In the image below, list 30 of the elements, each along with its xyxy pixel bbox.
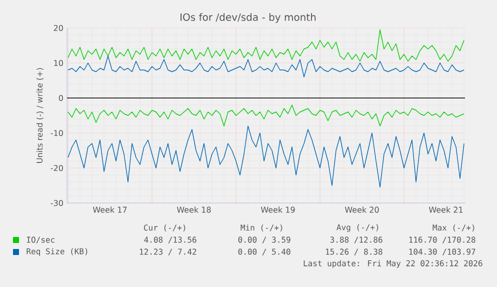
- chart-title: IOs for /dev/sda - by month: [180, 13, 316, 23]
- x-tick-label: Week 18: [176, 206, 211, 213]
- x-tick-label: Week 17: [92, 206, 127, 213]
- text: Max (-/+): [432, 224, 474, 232]
- text: 3.88 /12.86: [330, 236, 382, 244]
- text: 15.26 / 8.38: [326, 248, 382, 256]
- x-tick-label: Week 19: [260, 206, 295, 213]
- text: 0.00 / 5.40: [238, 248, 290, 256]
- text: 0.00 / 3.59: [238, 236, 290, 244]
- y-axis-title: Units read (-) / write (+): [36, 68, 44, 163]
- y-tick-label: 0: [58, 94, 63, 102]
- text: 104.30 /103.97: [409, 248, 476, 256]
- x-tick-label: Week 20: [344, 206, 379, 213]
- text: 4.08 /13.56: [144, 236, 196, 244]
- text: Min (-/+): [240, 224, 282, 232]
- y-tick-label: -20: [50, 164, 63, 172]
- y-tick-label: -10: [50, 130, 63, 136]
- line-series: [68, 56, 464, 78]
- legend-label: IO/sec: [26, 236, 54, 244]
- text: Avg (-/+): [336, 224, 378, 232]
- text: Last update: Fri May 22 02:36:12 2026: [304, 260, 482, 268]
- x-tick-label: Week 21: [428, 206, 463, 213]
- y-tick-label: 20: [54, 24, 63, 32]
- text: Cur (-/+): [144, 224, 186, 232]
- line-series: [68, 29, 464, 62]
- text: 12.23 / 7.42: [140, 248, 196, 256]
- y-tick-label: 10: [54, 60, 63, 66]
- text: 116.70 /170.28: [409, 236, 476, 244]
- y-tick-label: -30: [50, 200, 63, 206]
- legend-label: Req Size (KB): [26, 248, 88, 256]
